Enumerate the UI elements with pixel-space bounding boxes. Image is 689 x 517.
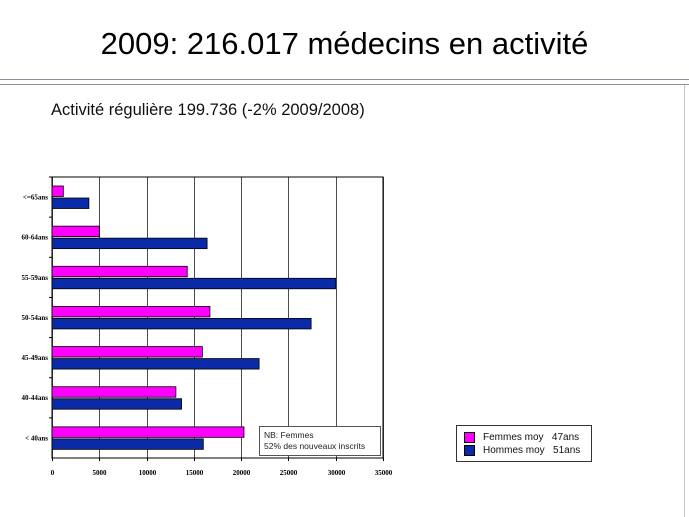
x-tick-label: 5000: [93, 469, 108, 477]
legend-label-femmes: Femmes moy 47ans: [483, 431, 580, 443]
x-tick-label: 20000: [233, 469, 251, 477]
slide-subtitle: Activité régulière 199.736 (-2% 2009/200…: [51, 101, 365, 119]
bar-femmes: [51, 265, 188, 278]
legend-item-femmes: Femmes moy 47ans: [464, 431, 579, 443]
x-tick-label: 0: [51, 469, 55, 477]
title-rule-top: [0, 79, 689, 80]
legend-item-hommes: Hommes moy 51ans: [464, 444, 580, 456]
legend-swatch-femmes: [464, 431, 475, 443]
slide-title: 2009: 216.017 médecins en activité: [100, 26, 589, 61]
y-category-label: 45-49ans: [22, 354, 49, 362]
x-tick-label: 30000: [328, 469, 346, 477]
bar-femmes: [51, 346, 203, 358]
bar-hommes: [51, 318, 312, 330]
title-rule-bottom: [0, 84, 689, 85]
y-category-label: 40-44ans: [22, 394, 49, 402]
y-category-label: 50-54ans: [22, 314, 49, 322]
plot-area: [51, 176, 384, 459]
bar-femmes: [51, 426, 245, 438]
bar-femmes: [51, 225, 100, 238]
chart-legend: Femmes moy 47ans Hommes moy 51ans: [456, 425, 592, 462]
x-tick-label: 10000: [139, 469, 157, 477]
note-line-1: NB: Femmes: [264, 430, 314, 440]
x-tick-label: 35000: [375, 469, 393, 477]
bar-hommes: [51, 277, 337, 290]
y-category-label: 55-59ans: [22, 274, 49, 282]
y-category-label: 60-64ans: [22, 234, 49, 242]
slide-right-edge: [684, 85, 685, 517]
y-category-label: < 40ans: [25, 434, 48, 442]
note-box: NB: Femmes 52% des nouveaux inscrits: [259, 426, 381, 456]
bar-hommes: [51, 197, 90, 209]
note-line-2: 52% des nouveaux inscrits: [264, 441, 366, 451]
bar-femmes: [51, 306, 211, 318]
bar-femmes: [51, 185, 64, 197]
bar-hommes: [51, 358, 260, 370]
x-tick-label: 25000: [280, 469, 298, 477]
y-category-label: <=65ans: [23, 194, 48, 202]
bar-hommes: [51, 237, 208, 250]
legend-swatch-hommes: [464, 444, 475, 456]
x-tick-label: 15000: [186, 469, 204, 477]
legend-label-hommes: Hommes moy 51ans: [483, 444, 581, 456]
bar-hommes: [51, 398, 182, 410]
bar-hommes: [51, 438, 204, 450]
bar-femmes: [51, 386, 177, 398]
